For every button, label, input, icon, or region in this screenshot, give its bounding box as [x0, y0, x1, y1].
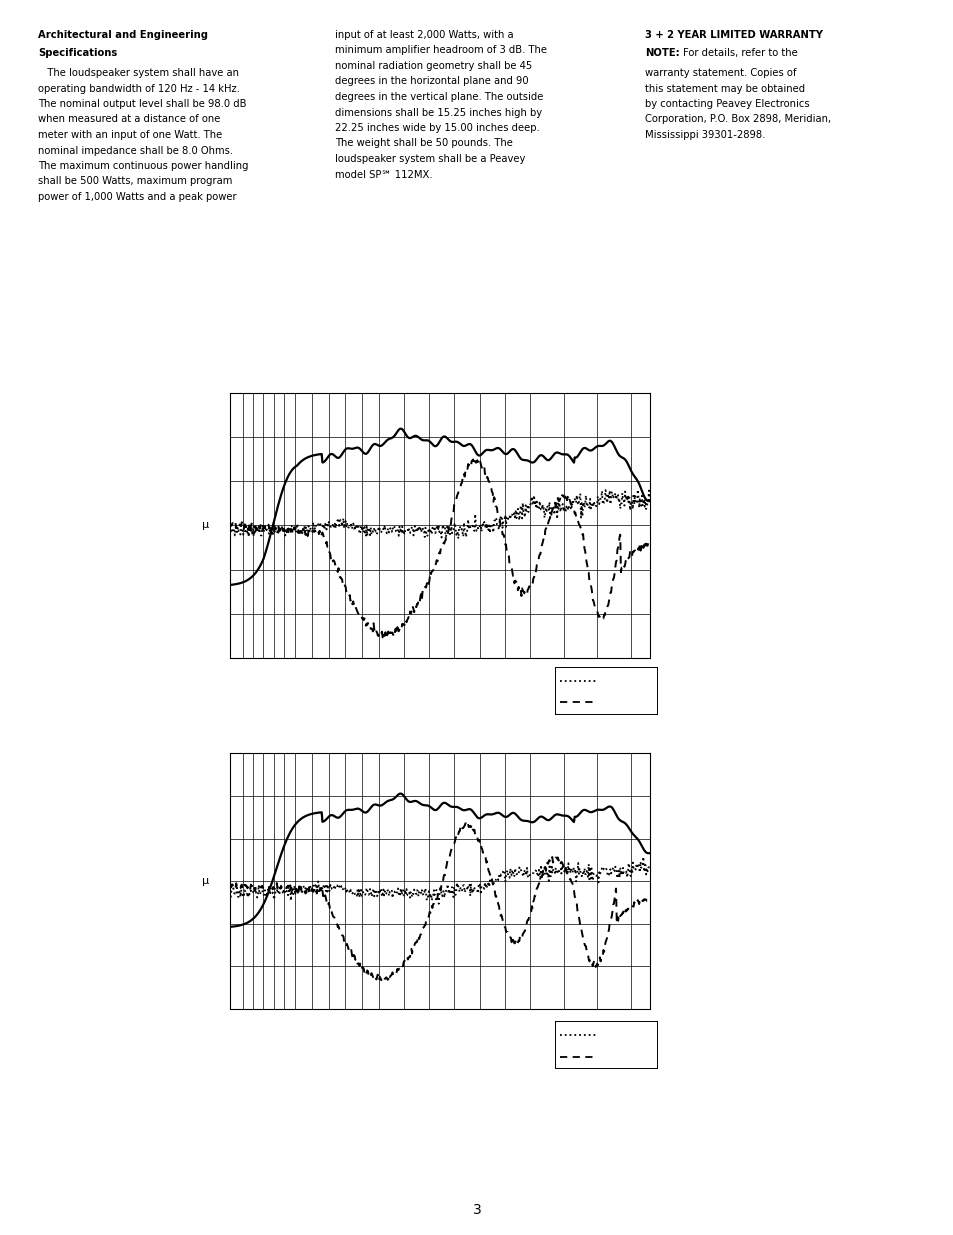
- Text: Mississippi 39301-2898.: Mississippi 39301-2898.: [644, 130, 764, 140]
- Text: warranty statement. Copies of: warranty statement. Copies of: [644, 68, 796, 78]
- Text: by contacting Peavey Electronics: by contacting Peavey Electronics: [644, 99, 809, 109]
- Text: nominal impedance shall be 8.0 Ohms.: nominal impedance shall be 8.0 Ohms.: [38, 146, 233, 156]
- Text: Corporation, P.O. Box 2898, Meridian,: Corporation, P.O. Box 2898, Meridian,: [644, 115, 830, 125]
- Text: when measured at a distance of one: when measured at a distance of one: [38, 115, 220, 125]
- Text: 3: 3: [472, 1203, 481, 1216]
- Text: The weight shall be 50 pounds. The: The weight shall be 50 pounds. The: [335, 138, 513, 148]
- Text: loudspeaker system shall be a Peavey: loudspeaker system shall be a Peavey: [335, 154, 525, 164]
- Text: μ: μ: [202, 520, 209, 531]
- Text: degrees in the vertical plane. The outside: degrees in the vertical plane. The outsi…: [335, 91, 543, 103]
- Text: this statement may be obtained: this statement may be obtained: [644, 84, 804, 94]
- Text: μ: μ: [202, 876, 209, 887]
- Text: NOTE:: NOTE:: [644, 48, 679, 58]
- Text: meter with an input of one Watt. The: meter with an input of one Watt. The: [38, 130, 222, 140]
- Text: input of at least 2,000 Watts, with a: input of at least 2,000 Watts, with a: [335, 30, 513, 40]
- Text: nominal radiation geometry shall be 45: nominal radiation geometry shall be 45: [335, 61, 532, 70]
- Text: dimensions shall be 15.25 inches high by: dimensions shall be 15.25 inches high by: [335, 107, 541, 117]
- Text: 22.25 inches wide by 15.00 inches deep.: 22.25 inches wide by 15.00 inches deep.: [335, 124, 539, 133]
- Text: 3 + 2 YEAR LIMITED WARRANTY: 3 + 2 YEAR LIMITED WARRANTY: [644, 30, 822, 40]
- Text: For details, refer to the: For details, refer to the: [682, 48, 797, 58]
- Text: minimum amplifier headroom of 3 dB. The: minimum amplifier headroom of 3 dB. The: [335, 46, 546, 56]
- Text: power of 1,000 Watts and a peak power: power of 1,000 Watts and a peak power: [38, 191, 236, 203]
- Text: degrees in the horizontal plane and 90: degrees in the horizontal plane and 90: [335, 77, 528, 86]
- Text: Specifications: Specifications: [38, 48, 117, 58]
- Text: Architectural and Engineering: Architectural and Engineering: [38, 30, 208, 40]
- Text: operating bandwidth of 120 Hz - 14 kHz.: operating bandwidth of 120 Hz - 14 kHz.: [38, 84, 239, 94]
- Text: shall be 500 Watts, maximum program: shall be 500 Watts, maximum program: [38, 177, 233, 186]
- Text: The loudspeaker system shall have an: The loudspeaker system shall have an: [38, 68, 239, 78]
- Text: model SP℠ 112MX.: model SP℠ 112MX.: [335, 169, 432, 179]
- Text: The nominal output level shall be 98.0 dB: The nominal output level shall be 98.0 d…: [38, 99, 246, 109]
- Text: The maximum continuous power handling: The maximum continuous power handling: [38, 161, 248, 170]
